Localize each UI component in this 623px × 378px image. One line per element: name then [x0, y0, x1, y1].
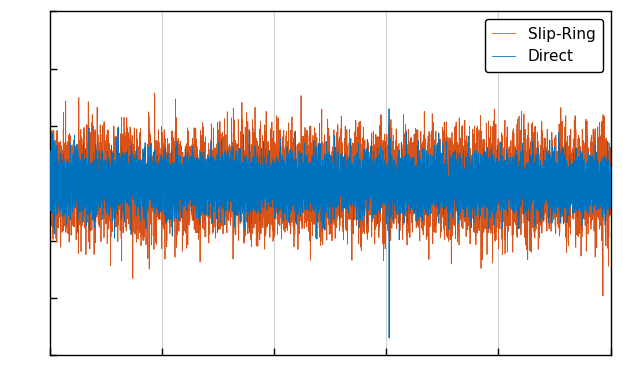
Slip-Ring	[80, 157, 87, 162]
Legend: Slip-Ring, Direct: Slip-Ring, Direct	[485, 19, 603, 72]
Direct	[577, 164, 584, 168]
Slip-Ring	[320, 188, 328, 192]
Slip-Ring	[46, 188, 54, 193]
Direct	[386, 336, 393, 340]
Slip-Ring	[156, 180, 164, 184]
Direct	[320, 196, 328, 200]
Line: Direct: Direct	[50, 109, 611, 338]
Direct	[49, 180, 56, 184]
Slip-Ring	[607, 191, 614, 195]
Slip-Ring	[69, 180, 77, 184]
Direct	[80, 173, 87, 178]
Slip-Ring	[599, 294, 607, 298]
Direct	[607, 188, 614, 193]
Slip-Ring	[49, 176, 56, 181]
Slip-Ring	[577, 177, 584, 181]
Direct	[156, 189, 163, 194]
Direct	[385, 107, 392, 111]
Direct	[69, 152, 77, 156]
Line: Slip-Ring: Slip-Ring	[50, 93, 611, 296]
Slip-Ring	[151, 91, 158, 96]
Direct	[46, 177, 54, 181]
